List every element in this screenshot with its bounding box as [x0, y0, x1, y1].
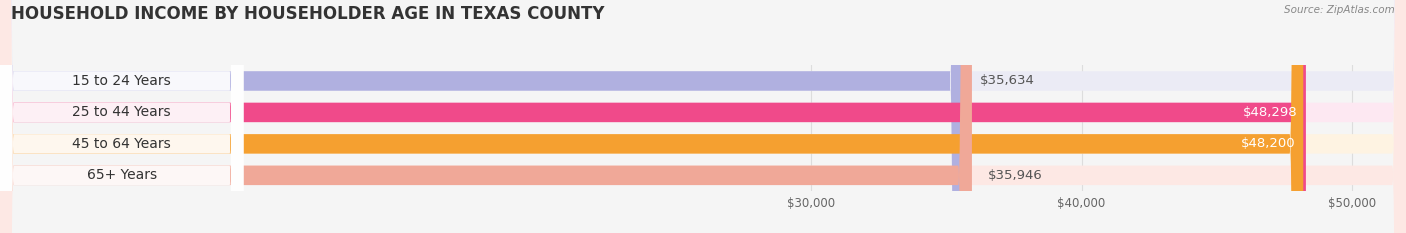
- FancyBboxPatch shape: [0, 0, 243, 233]
- Text: $35,946: $35,946: [988, 169, 1043, 182]
- FancyBboxPatch shape: [0, 0, 963, 233]
- FancyBboxPatch shape: [0, 0, 243, 233]
- FancyBboxPatch shape: [0, 0, 243, 233]
- Text: Source: ZipAtlas.com: Source: ZipAtlas.com: [1284, 5, 1395, 15]
- Text: 25 to 44 Years: 25 to 44 Years: [72, 105, 172, 120]
- Text: $35,634: $35,634: [980, 75, 1035, 87]
- Text: $48,298: $48,298: [1243, 106, 1298, 119]
- FancyBboxPatch shape: [0, 0, 1306, 233]
- Text: $48,200: $48,200: [1240, 137, 1295, 150]
- Text: 65+ Years: 65+ Years: [87, 168, 156, 182]
- Text: 15 to 24 Years: 15 to 24 Years: [72, 74, 172, 88]
- Text: 45 to 64 Years: 45 to 64 Years: [72, 137, 172, 151]
- FancyBboxPatch shape: [0, 0, 972, 233]
- Text: HOUSEHOLD INCOME BY HOUSEHOLDER AGE IN TEXAS COUNTY: HOUSEHOLD INCOME BY HOUSEHOLDER AGE IN T…: [11, 5, 605, 23]
- FancyBboxPatch shape: [0, 0, 243, 233]
- FancyBboxPatch shape: [0, 0, 1303, 233]
